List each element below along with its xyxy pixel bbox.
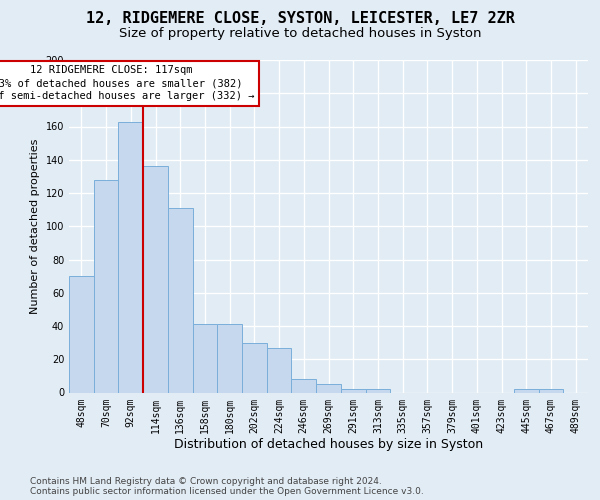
Bar xyxy=(168,208,193,392)
Bar xyxy=(118,122,143,392)
X-axis label: Distribution of detached houses by size in Syston: Distribution of detached houses by size … xyxy=(174,438,483,451)
Bar xyxy=(217,324,242,392)
Y-axis label: Number of detached properties: Number of detached properties xyxy=(30,138,40,314)
Bar xyxy=(292,379,316,392)
Bar xyxy=(539,389,563,392)
Bar xyxy=(267,348,292,393)
Bar xyxy=(316,384,341,392)
Bar xyxy=(242,342,267,392)
Text: 12 RIDGEMERE CLOSE: 117sqm
← 53% of detached houses are smaller (382)
46% of sem: 12 RIDGEMERE CLOSE: 117sqm ← 53% of deta… xyxy=(0,65,255,102)
Bar xyxy=(341,389,365,392)
Bar xyxy=(94,180,118,392)
Bar xyxy=(365,389,390,392)
Text: Contains HM Land Registry data © Crown copyright and database right 2024.
Contai: Contains HM Land Registry data © Crown c… xyxy=(30,476,424,496)
Bar xyxy=(69,276,94,392)
Bar xyxy=(143,166,168,392)
Text: 12, RIDGEMERE CLOSE, SYSTON, LEICESTER, LE7 2ZR: 12, RIDGEMERE CLOSE, SYSTON, LEICESTER, … xyxy=(86,11,514,26)
Text: Size of property relative to detached houses in Syston: Size of property relative to detached ho… xyxy=(119,28,481,40)
Bar xyxy=(193,324,217,392)
Bar xyxy=(514,389,539,392)
